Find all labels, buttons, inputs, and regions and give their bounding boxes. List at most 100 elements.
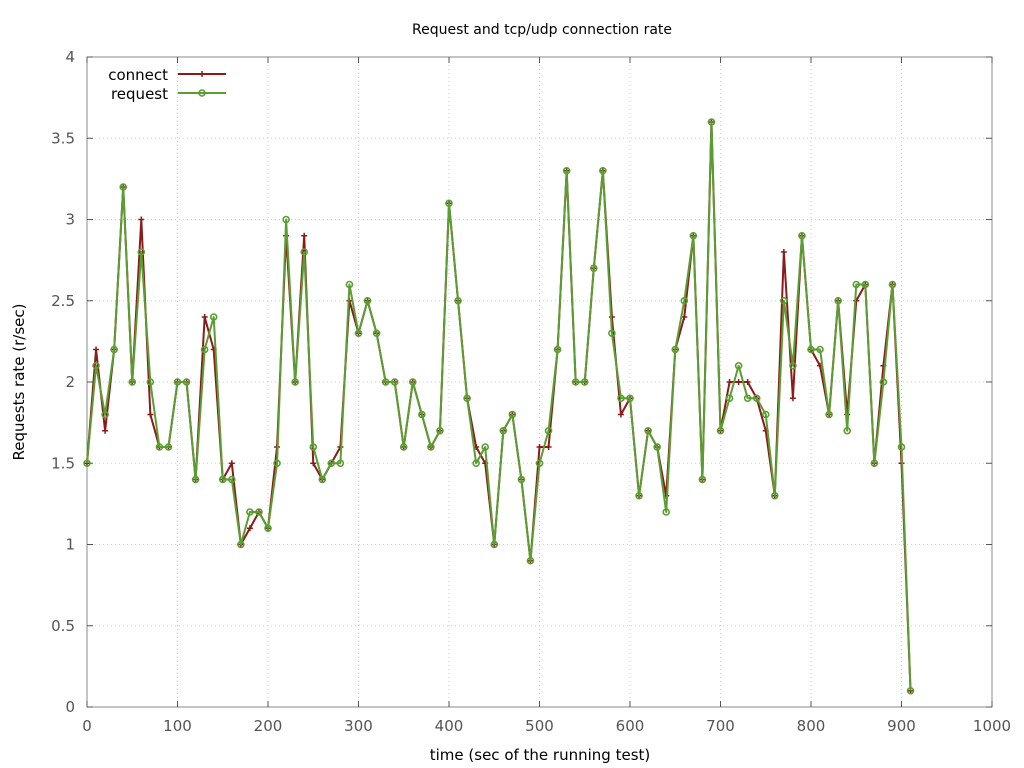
data-point-request (101, 410, 109, 419)
data-point-request (327, 459, 336, 468)
data-point-request (164, 443, 173, 451)
data-point-request (752, 394, 761, 403)
x-tick-label: 0 (82, 717, 92, 735)
data-point-request (390, 378, 399, 386)
data-point-connect (228, 460, 235, 467)
data-point-request (363, 296, 372, 305)
data-point-connect (735, 379, 742, 385)
data-point-connect (246, 525, 253, 532)
data-point-request (553, 345, 562, 354)
series-layer (83, 118, 915, 695)
data-point-request (599, 166, 607, 175)
legend: connect request (108, 66, 226, 103)
data-point-request (282, 215, 290, 224)
data-point-request (454, 296, 462, 305)
y-axis-label: Requests rate (r/sec) (10, 304, 28, 461)
legend-label-connect: connect (108, 66, 168, 84)
data-point-request (128, 378, 137, 386)
x-tick-label: 700 (706, 717, 735, 735)
data-point-request (381, 378, 390, 386)
data-point-request (427, 443, 435, 451)
data-point-request (83, 459, 91, 468)
data-point-request (191, 475, 200, 484)
data-point-request (526, 556, 535, 565)
x-tick-label: 500 (525, 717, 554, 735)
data-point-request (372, 329, 381, 338)
data-point-request (798, 231, 806, 240)
data-point-connect (102, 427, 109, 434)
data-point-request (906, 686, 915, 695)
data-point-request (734, 361, 743, 370)
data-point-connect (301, 232, 308, 239)
data-point-request (816, 345, 824, 354)
data-point-request (218, 475, 227, 484)
legend-label-request: request (111, 85, 168, 103)
data-point-request (291, 378, 299, 386)
data-point-request (200, 345, 209, 354)
data-point-connect (744, 379, 751, 385)
data-point-request (644, 426, 652, 435)
x-tick-label: 1000 (973, 717, 1011, 735)
data-point-request (318, 475, 327, 484)
data-point-request (237, 540, 245, 549)
x-tick-label: 400 (435, 717, 464, 735)
legend-marker (198, 89, 206, 97)
legend-swatch-connect (178, 71, 226, 77)
data-point-connect (726, 379, 733, 385)
y-tick-label: 1.5 (51, 454, 75, 472)
data-point-request (155, 443, 164, 451)
data-point-request (897, 443, 906, 451)
data-point-connect (617, 411, 624, 418)
x-tick-label: 800 (797, 717, 826, 735)
data-point-request (209, 313, 218, 321)
data-point-request (490, 540, 499, 549)
data-point-request (635, 491, 643, 500)
data-point-request (789, 361, 797, 370)
y-tick-label: 4 (65, 48, 75, 66)
legend-swatch-request (178, 89, 226, 97)
data-point-request (246, 508, 254, 516)
x-axis-label: time (sec of the running test) (430, 746, 651, 764)
x-tick-label: 100 (163, 717, 192, 735)
data-point-request (608, 329, 616, 338)
series-request (83, 118, 915, 695)
data-point-connect (147, 411, 154, 418)
y-tick-label: 0.5 (51, 617, 75, 635)
data-point-connect (789, 395, 796, 402)
data-point-request (228, 475, 236, 484)
data-point-request (110, 345, 118, 354)
data-point-request (508, 410, 517, 419)
data-point-request (562, 166, 571, 175)
data-point-connect (201, 314, 208, 320)
data-point-request (770, 491, 779, 500)
data-point-request (698, 475, 707, 484)
y-tick-label: 1 (65, 536, 75, 554)
data-point-request (309, 443, 318, 451)
data-point-request (146, 378, 155, 386)
data-point-request (834, 296, 842, 305)
y-tick-label: 3.5 (51, 129, 75, 147)
data-point-request (879, 378, 888, 386)
data-point-request (689, 231, 698, 240)
data-point-request (716, 426, 725, 435)
data-point-request (418, 410, 426, 419)
data-point-request (780, 296, 788, 305)
data-point-request (92, 361, 100, 370)
series-line-request (86, 121, 912, 691)
data-point-request (137, 248, 146, 256)
data-point-request (300, 248, 309, 256)
data-point-request (870, 459, 879, 468)
data-point-request (264, 524, 272, 533)
x-tick-label: 900 (887, 717, 916, 735)
data-point-request (825, 410, 833, 419)
data-point-connect (138, 216, 145, 223)
data-point-request (707, 118, 716, 126)
data-point-request (472, 459, 480, 468)
data-point-request (336, 459, 345, 468)
data-point-request (255, 508, 263, 516)
data-point-request (743, 394, 752, 403)
data-point-connect (780, 249, 787, 255)
data-point-request (843, 426, 852, 435)
y-tick-label: 2 (65, 373, 75, 391)
